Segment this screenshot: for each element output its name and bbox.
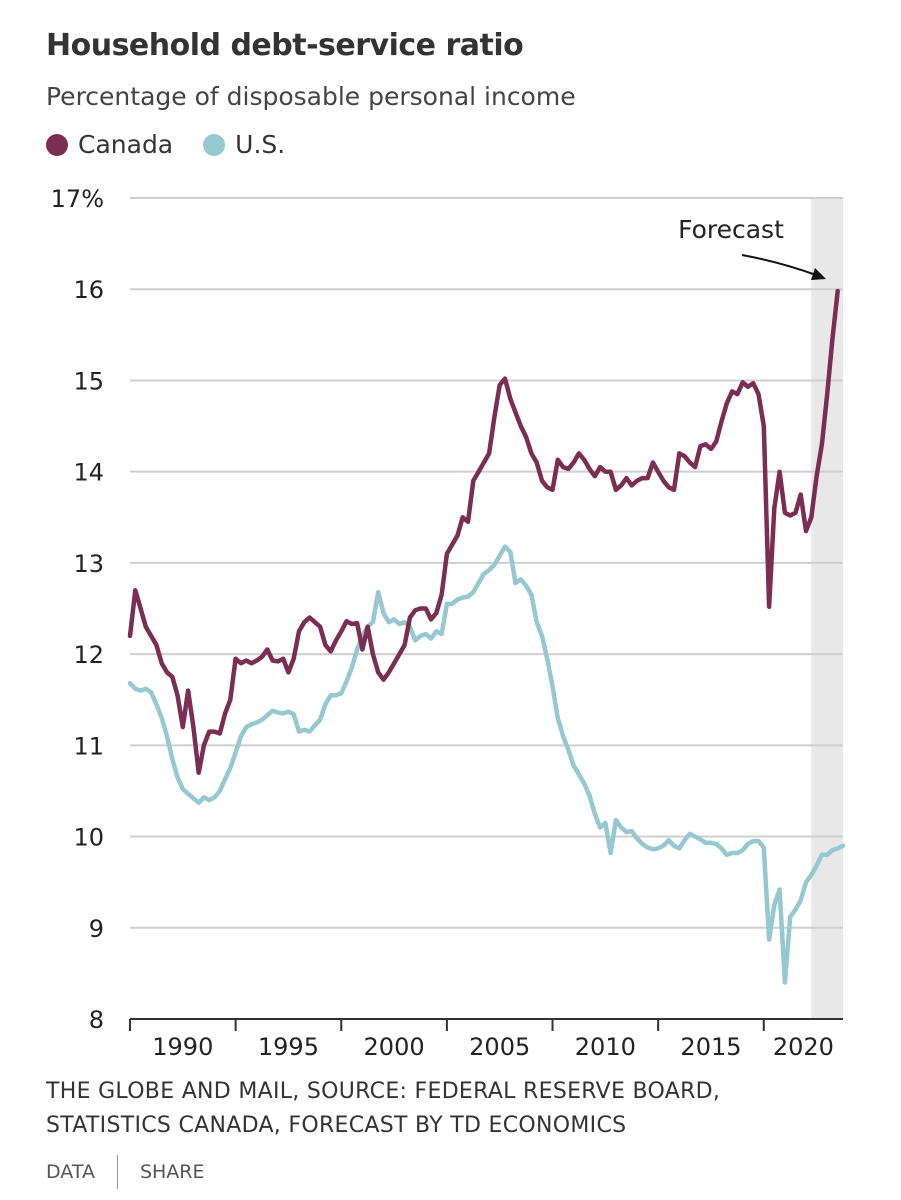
x-tick-label: 2005 — [469, 1033, 530, 1061]
y-tick-label: 13 — [73, 550, 104, 578]
legend-label-us: U.S. — [235, 130, 286, 159]
forecast-band — [811, 198, 843, 1019]
divider — [116, 1155, 118, 1189]
y-tick-label: 8 — [89, 1006, 104, 1034]
x-tick-label: 2020 — [773, 1033, 834, 1061]
forecast-annotation: Forecast — [678, 215, 826, 280]
legend-swatch-us — [203, 133, 226, 156]
forecast-band-layer — [811, 198, 843, 1019]
share-link[interactable]: SHARE — [139, 1161, 205, 1183]
y-tick-label: 17% — [51, 185, 104, 213]
forecast-label: Forecast — [678, 215, 784, 244]
x-tick-label: 1995 — [258, 1033, 319, 1061]
forecast-arrow-head — [811, 268, 826, 280]
x-axis: 1990 1995 2000 2005 2010 2015 2020 — [129, 1018, 843, 1061]
source-note: THE GLOBE AND MAIL, SOURCE: FEDERAL RESE… — [46, 1075, 720, 1143]
y-tick-label: 9 — [89, 915, 104, 943]
source-line-2: STATISTICS CANADA, FORECAST BY TD ECONOM… — [46, 1113, 627, 1138]
x-tick-label: 1990 — [152, 1033, 213, 1061]
x-tick-label: 2000 — [364, 1033, 425, 1061]
y-tick-label: 11 — [73, 732, 104, 760]
forecast-arrow-shaft — [741, 254, 817, 276]
legend-item-us: U.S. — [203, 130, 285, 159]
line-chart: 8 9 10 11 12 13 14 15 16 17% 1990 1995 2000 2005 2010… — [51, 185, 846, 1061]
legend-label-canada: Canada — [78, 130, 174, 159]
source-line-1: THE GLOBE AND MAIL, SOURCE: FEDERAL RESE… — [46, 1079, 721, 1104]
chart-title: Household debt-service ratio — [46, 28, 524, 63]
y-axis-ticks: 8 9 10 11 12 13 14 15 16 17% — [51, 185, 104, 1034]
y-tick-label: 15 — [73, 367, 104, 395]
y-tick-label: 12 — [73, 641, 104, 669]
legend-swatch-canada — [46, 133, 68, 156]
x-tick-label: 2015 — [680, 1033, 741, 1061]
x-tick-label: 2010 — [575, 1033, 636, 1061]
legend: Canada U.S. — [46, 130, 315, 159]
series-lines — [127, 288, 846, 985]
chart-subtitle: Percentage of disposable personal income — [46, 82, 576, 111]
legend-item-canada: Canada — [46, 130, 173, 159]
series-line-us — [127, 544, 846, 985]
gridlines — [130, 197, 843, 929]
series-line-canada — [127, 288, 840, 775]
data-link[interactable]: DATA — [46, 1161, 95, 1183]
footer-links: DATA SHARE — [46, 1155, 205, 1189]
y-tick-label: 10 — [73, 824, 104, 852]
y-tick-label: 16 — [73, 276, 104, 304]
y-tick-label: 14 — [73, 459, 104, 487]
